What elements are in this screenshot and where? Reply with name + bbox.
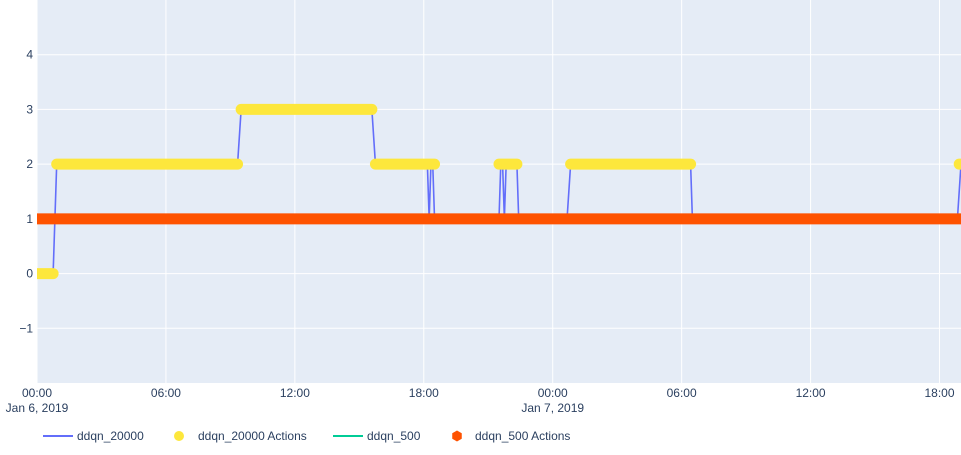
- y-tick-label: 2: [26, 157, 33, 171]
- legend-item: ddqn_20000 Actions: [174, 429, 307, 443]
- marker-ddqn-20000-actions: [369, 158, 441, 170]
- x-tick-label: 12:00: [796, 386, 826, 400]
- marker-ddqn-20000-actions: [37, 268, 59, 280]
- marker-ddqn-500-actions: [37, 213, 961, 225]
- marker-ddqn-20000-actions: [565, 158, 697, 170]
- x-tick-date-label: Jan 6, 2019: [6, 401, 69, 415]
- marker-ddqn-20000-actions: [235, 103, 378, 115]
- x-tick-label: 00:00: [538, 386, 568, 400]
- y-tick-label: 1: [26, 212, 33, 226]
- legend-item: ddqn_500 Actions: [452, 429, 570, 443]
- legend-label: ddqn_20000: [77, 429, 144, 443]
- plot-area: [37, 103, 961, 280]
- legend-label: ddqn_500: [367, 429, 421, 443]
- x-tick-label: 00:00: [22, 386, 52, 400]
- x-tick-label: 18:00: [924, 386, 954, 400]
- legend-item: ddqn_20000: [43, 429, 144, 443]
- x-tick-label: 06:00: [151, 386, 181, 400]
- x-tick-label: 18:00: [409, 386, 439, 400]
- x-tick-label: 12:00: [280, 386, 310, 400]
- y-tick-label: 0: [26, 267, 33, 281]
- marker-ddqn-20000-actions: [493, 158, 523, 170]
- legend-item: ddqn_500: [333, 429, 421, 443]
- legend-label: ddqn_20000 Actions: [198, 429, 307, 443]
- marker-ddqn-20000-actions: [953, 158, 961, 170]
- x-tick-date-label: Jan 7, 2019: [521, 401, 584, 415]
- y-tick-label: 4: [26, 48, 33, 62]
- legend-circle-symbol: [174, 431, 184, 441]
- x-tick-label: 06:00: [667, 386, 697, 400]
- legend-hexagon-symbol: [452, 430, 462, 442]
- y-tick-label: −1: [19, 321, 33, 335]
- y-tick-label: 3: [26, 102, 33, 116]
- plot-background: [37, 0, 961, 383]
- legend-label: ddqn_500 Actions: [475, 429, 570, 443]
- marker-ddqn-20000-actions: [51, 158, 244, 170]
